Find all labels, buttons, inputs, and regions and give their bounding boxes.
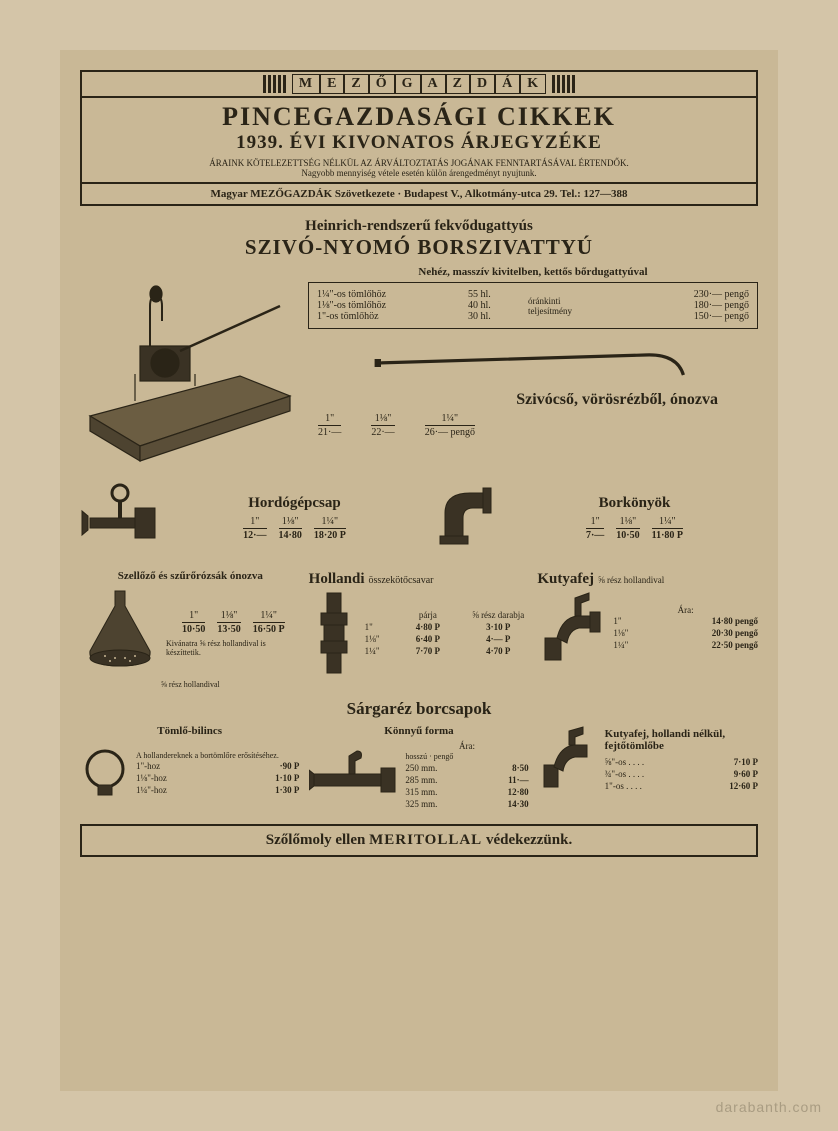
title-sub: 1939. ÉVI KIVONATOS ÁRJEGYZÉKE: [82, 132, 756, 158]
product-kutyafej2: Kutyafej, hollandi nélkül, fejtőtömlőbe …: [539, 725, 758, 795]
szellozo-title: Szellőző és szűrőrózsák ónozva: [80, 570, 301, 582]
kutyafej-icon: [537, 588, 607, 668]
kutyafej-table: Ára:1"14·80 pengő1⅛"20·30 pengő1¼"22·50 …: [613, 605, 758, 651]
row-fittings: Szellőző és szűrőrózsák ónozva 1"10·501⅛…: [80, 570, 758, 689]
brand-letter: K: [520, 74, 546, 94]
product-szellozo: Szellőző és szűrőrózsák ónozva 1"10·501⅛…: [80, 570, 301, 689]
header-box: MEZŐGAZDÁK PINCEGAZDASÁGI CIKKEK 1939. É…: [80, 70, 758, 206]
pump-caption: Nehéz, masszív kivitelben, kettős bőrdug…: [308, 266, 758, 278]
hordogepcsap-icon: [80, 478, 170, 558]
brand-letters: MEZŐGAZDÁK: [292, 74, 546, 94]
szellozo-caption: ⅝ rész hollandival: [80, 680, 301, 689]
pipe-illustration: [308, 339, 758, 379]
header-note2: Nagyobb mennyiség vétele esetén külön ár…: [82, 168, 756, 182]
konnyu-icon: [309, 746, 399, 806]
hordogepcsap-title: Hordógépcsap: [176, 495, 413, 512]
hordogepcsap-prices: 1"12·—1⅛"14·801¼"18·20 P: [176, 516, 413, 541]
pump-area: Nehéz, masszív kivitelben, kettős bőrdug…: [80, 266, 758, 466]
brand-letter: Z: [446, 74, 470, 94]
pipe-prices: 1"21·—1⅛"22·—1¼"26·— pengő: [308, 413, 758, 438]
footer-post: védekezzünk.: [482, 832, 572, 848]
kutyafej-title: Kutyafej: [537, 571, 594, 587]
pump-title2: SZIVÓ-NYOMÓ BORSZIVATTYÚ: [80, 235, 758, 260]
hollandi-icon: [309, 588, 359, 678]
product-kutyafej: Kutyafej ⅝ rész hollandival Ára:1"14·80 …: [537, 570, 758, 668]
hollandi-table: párja⅝ rész darabja1"4·80 P3·10 P1⅛"6·40…: [365, 609, 530, 657]
borkonyok-icon: [425, 478, 505, 558]
product-konnyu: Könnyű forma Ára:hosszú · pengő250 mm.8·…: [309, 725, 528, 810]
pipe-title: Szivócső, vörösrézből, ónozva: [308, 391, 758, 409]
watermark: darabanth.com: [716, 1099, 822, 1115]
brand-letter: M: [292, 74, 320, 94]
brand-letter: Ő: [369, 74, 395, 94]
pump-table: 1¼"-os tömlőhöz1⅛"-os tömlőhöz1"-os töml…: [308, 282, 758, 329]
product-hollandi: Hollandi összekötőcsavar párja⅝ rész d: [309, 570, 530, 678]
tomlo-title: Tömlő-bilincs: [80, 725, 299, 737]
brand-bar: MEZŐGAZDÁK: [82, 72, 756, 98]
row-taps: Hordógépcsap 1"12·—1⅛"14·801¼"18·20 P: [80, 478, 758, 558]
pump-title1: Heinrich-rendszerű fekvődugattyús: [80, 218, 758, 235]
szellozo-note: Kivánatra ⅝ rész hollandival is készítte…: [166, 639, 301, 657]
kutyafej2-table: ⅝"-os . . . .7·10 P¾"-os . . . .9·60 P1"…: [605, 756, 758, 792]
company-line: Magyar MEZŐGAZDÁK Szövetkezete · Budapes…: [82, 182, 756, 204]
tomlo-note: A hollandereknek a bortömlőre erősítéséh…: [136, 751, 299, 760]
szellozo-prices: 1"10·501⅛"13·501¼"16·50 P: [166, 610, 301, 635]
product-hordogepcsap: Hordógépcsap 1"12·—1⅛"14·801¼"18·20 P: [80, 478, 413, 558]
footer-em: MERITOLLAL: [369, 832, 482, 848]
borkonyok-prices: 1"7·—1⅛"10·501¼"11·80 P: [511, 516, 758, 541]
tomlo-icon: [80, 741, 130, 801]
brand-letter: A: [421, 74, 446, 94]
hollandi-title: Hollandi: [309, 571, 365, 587]
szellozo-icon: [80, 586, 160, 676]
hollandi-subtitle: összekötőcsavar: [369, 575, 434, 586]
product-tomlo: Tömlő-bilincs A hollandereknek a bortöml…: [80, 725, 299, 801]
title-main: PINCEGAZDASÁGI CIKKEK: [82, 98, 756, 132]
header-bars-left: [257, 75, 292, 93]
product-borkonyok: Borkönyök 1"7·—1⅛"10·501¼"11·80 P: [425, 478, 758, 558]
brand-letter: Á: [495, 74, 520, 94]
konnyu-table: Ára:hosszú · pengő250 mm.8·50285 mm.11·—…: [405, 741, 528, 810]
brand-letter: G: [395, 74, 421, 94]
brand-letter: E: [320, 74, 344, 94]
konnyu-title: Könnyű forma: [309, 725, 528, 737]
header-note1: ÁRAINK KÖTELEZETTSÉG NÉLKÜL AZ ÁRVÁLTOZT…: [82, 158, 756, 168]
footer-pre: Szőlőmoly ellen: [266, 832, 369, 848]
brand-letter: D: [470, 74, 495, 94]
tomlo-table: 1"-hoz·90 P1⅛"-hoz1·10 P1¼"-hoz1·30 P: [136, 760, 299, 796]
brand-letter: Z: [344, 74, 368, 94]
footer-box: Szőlőmoly ellen MERITOLLAL védekezzünk.: [80, 824, 758, 857]
pump-illustration: [80, 266, 300, 466]
row-brass-taps: Tömlő-bilincs A hollandereknek a bortöml…: [80, 725, 758, 810]
borkonyok-title: Borkönyök: [511, 495, 758, 512]
kutyafej-subtitle: ⅝ rész hollandival: [598, 575, 664, 585]
sargarez-title: Sárgaréz borcsapok: [80, 699, 758, 719]
kutyafej2-icon: [539, 725, 599, 795]
header-bars-right: [546, 75, 581, 93]
kutyafej2-title: Kutyafej, hollandi nélkül, fejtőtömlőbe: [605, 728, 758, 752]
